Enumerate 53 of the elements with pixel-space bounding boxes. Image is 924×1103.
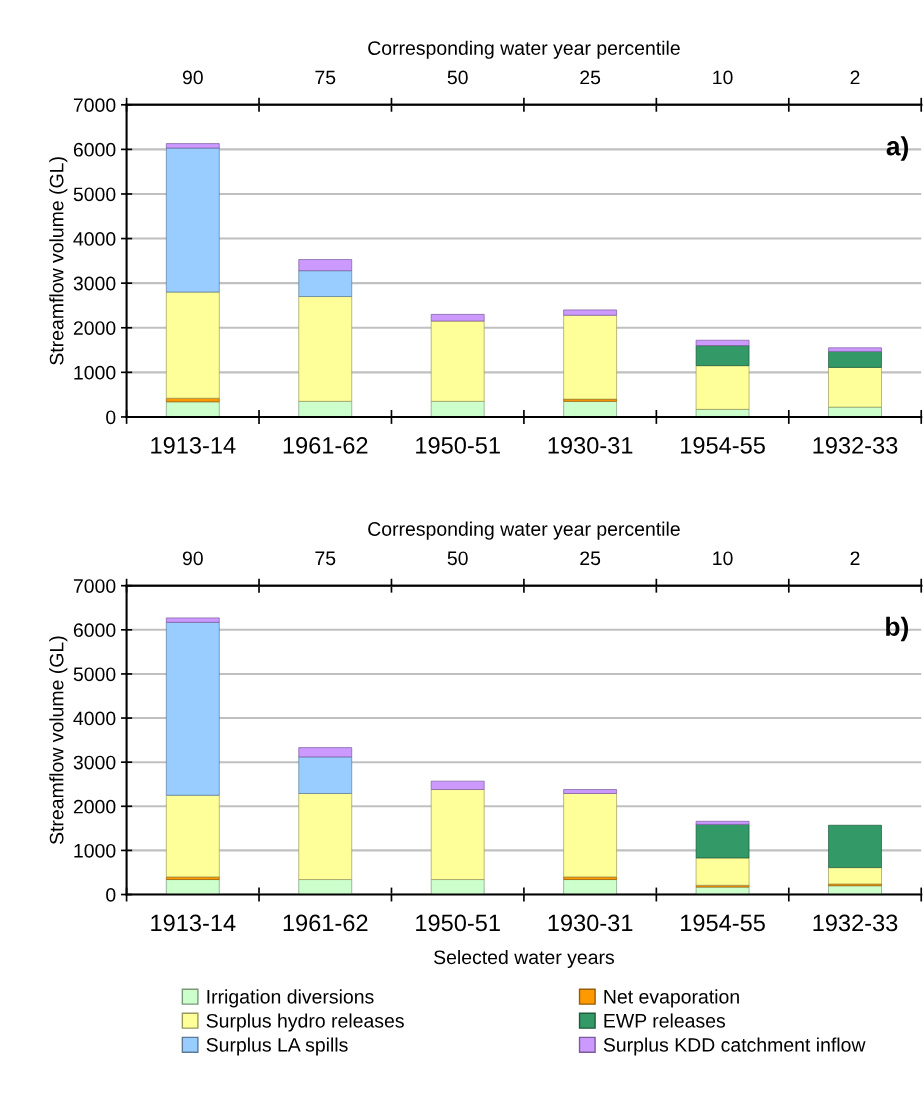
text: 2 xyxy=(850,70,860,85)
text: 25 xyxy=(580,70,601,85)
text: 25 xyxy=(580,551,601,566)
x-tick-label: 1930-31 xyxy=(548,437,633,454)
x-tick-label: 1950-51 xyxy=(416,914,500,932)
y-tick-label: 0 xyxy=(106,888,116,902)
y-tick-label: 5000 xyxy=(73,187,116,202)
legend-label: Surplus hydro releases xyxy=(206,1013,404,1032)
y-tick-label: 4000 xyxy=(73,232,116,246)
text: 50 xyxy=(447,551,468,566)
text: 90 xyxy=(182,551,203,566)
legend-label: Net evaporation xyxy=(604,989,739,1008)
x-axis-title: Selected water years xyxy=(434,949,614,968)
y-tick-label: 2000 xyxy=(73,799,116,814)
y-tick-label: 2000 xyxy=(73,321,116,335)
x-tick-label: 1930-31 xyxy=(548,914,633,932)
x-tick-label: 1954-55 xyxy=(681,914,765,932)
y-tick-label: 5000 xyxy=(73,667,116,682)
annotation: a) xyxy=(886,136,908,161)
text: 75 xyxy=(315,70,336,85)
legend-label: Irrigation diversions xyxy=(207,989,374,1008)
text: 90 xyxy=(182,70,203,85)
y-axis-title: Streamflow volume (GL) xyxy=(49,157,68,365)
y-tick-label: 6000 xyxy=(73,623,116,638)
y-tick-label: 3000 xyxy=(73,755,116,770)
x-tick-label: 1932-33 xyxy=(813,914,898,932)
legend-label: EWP releases xyxy=(604,1013,726,1028)
y-tick-label: 0 xyxy=(106,410,116,425)
x2-axis-title: Corresponding water year percentile xyxy=(368,40,680,59)
text: 2 xyxy=(850,551,860,565)
text: 75 xyxy=(315,551,336,566)
y-tick-label: 1000 xyxy=(74,843,116,858)
x-tick-label: 1950-51 xyxy=(416,437,500,454)
y-tick-label: 1000 xyxy=(74,365,116,380)
x2-axis-title: Corresponding water year percentile xyxy=(368,521,680,540)
y-tick-label: 6000 xyxy=(73,142,116,157)
annotation: b) xyxy=(886,616,908,642)
y-axis-title: Streamflow volume (GL) xyxy=(49,636,68,845)
legend-label: Surplus KDD catchment inflow xyxy=(603,1037,866,1056)
text: 10 xyxy=(713,551,733,566)
x-tick-label: 1954-55 xyxy=(681,437,765,454)
legend-label: Surplus LA spills xyxy=(206,1037,348,1056)
y-tick-label: 7000 xyxy=(73,579,116,593)
y-tick-label: 3000 xyxy=(73,276,116,291)
y-tick-label: 7000 xyxy=(73,98,116,113)
x-tick-label: 1913-14 xyxy=(151,914,236,932)
y-tick-label: 4000 xyxy=(73,711,116,726)
text: 10 xyxy=(713,70,733,85)
x-tick-label: 1961-62 xyxy=(283,437,368,454)
x-tick-label: 1932-33 xyxy=(813,437,898,454)
x-tick-label: 1913-14 xyxy=(151,437,236,454)
x-tick-label: 1961-62 xyxy=(283,914,368,932)
text: 50 xyxy=(447,70,468,85)
